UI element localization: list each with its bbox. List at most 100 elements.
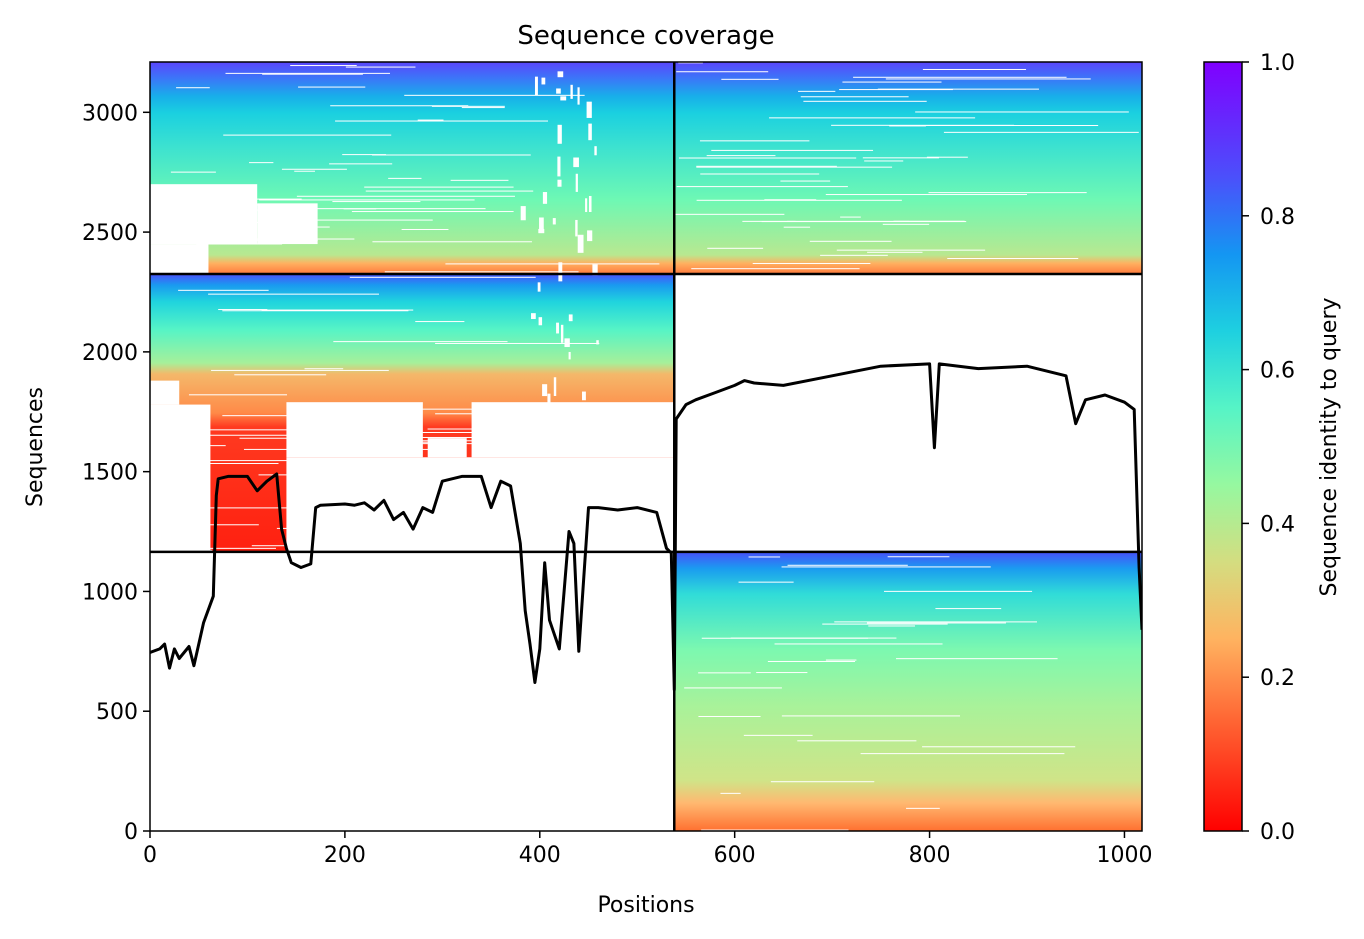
coverage-gap-streak: [701, 637, 869, 639]
coverage-gap-streak: [748, 556, 781, 558]
coverage-gap-streak: [384, 271, 579, 273]
coverage-gap-streak: [179, 239, 318, 241]
coverage-gap-streak: [306, 219, 433, 221]
coverage-gap-streak: [822, 623, 948, 625]
coverage-gap-streak: [218, 309, 268, 311]
coverage-gap-streak: [696, 165, 837, 167]
coverage-gap-streak: [570, 84, 573, 99]
coverage-gap-streak: [402, 436, 575, 438]
coverage-gap-streak: [767, 660, 856, 662]
coverage-gap-streak: [417, 119, 444, 121]
x-tick-label: 1000: [1096, 843, 1152, 868]
coverage-gap-streak: [864, 160, 904, 162]
y-tick-label: 0: [124, 820, 138, 845]
coverage-gap-streak: [798, 90, 836, 92]
coverage-gap-streak: [800, 96, 909, 98]
y-tick-label: 2000: [82, 341, 138, 366]
coverage-gap-streak: [542, 384, 548, 397]
coverage-gap-streak: [342, 154, 387, 156]
coverage-gap-streak: [222, 415, 368, 417]
coverage-gap-streak: [332, 201, 421, 203]
coverage-gap-streak: [885, 78, 1091, 80]
coverage-gap-streak: [721, 78, 779, 80]
coverage-gap-streak: [249, 162, 274, 164]
coverage-gap-streak: [678, 62, 703, 64]
coverage-gap-streak: [738, 581, 794, 583]
coverage-gap-streak: [296, 195, 515, 197]
coverage-gap-streak: [780, 180, 831, 182]
coverage-gap-streak: [390, 408, 481, 410]
coverage-gap-streak: [781, 566, 991, 568]
colorbar-axis: 0.0 0.2 0.4 0.6 0.8 1.0: [1242, 51, 1295, 845]
coverage-gap-streak: [386, 443, 563, 445]
coverage-gap-streak: [887, 556, 950, 558]
coverage-gap-streak: [860, 753, 1065, 755]
coverage-gap-streak: [711, 149, 874, 151]
coverage-gap-streak: [770, 781, 875, 783]
coverage-gap-streak: [825, 659, 857, 661]
coverage-gap-streak: [560, 96, 567, 101]
block-boundaries: [150, 62, 1142, 831]
coverage-gap-streak: [764, 199, 817, 201]
coverage-gap-streak: [834, 621, 1037, 623]
coverage-gap-streak: [190, 547, 276, 549]
coverage-gap-streak: [298, 86, 366, 88]
coverage-gap-streak: [575, 173, 578, 192]
y-axis: 0 500 1000 1500 2000 2500 3000: [82, 101, 150, 845]
coverage-gap-streak: [596, 340, 599, 345]
coverage-gap-streak: [557, 156, 561, 177]
coverage-gap-streak: [175, 266, 200, 268]
coverage-gap-streak: [427, 428, 592, 430]
coverage-gap-streak: [188, 221, 274, 223]
coverage-gap-streak: [351, 211, 514, 213]
coverage-gap-streak: [415, 321, 465, 323]
coverage-gap-streak: [333, 341, 508, 343]
coverage-gap-streak: [538, 317, 543, 326]
coverage-gap-streak: [587, 230, 593, 242]
coverage-gap-streak: [538, 228, 545, 234]
x-tick-label: 600: [714, 843, 756, 868]
coverage-gap-streak: [781, 715, 961, 717]
coverage-gap-streak: [349, 276, 536, 278]
coverage-gap-streak: [435, 342, 600, 344]
y-tick-label: 1000: [82, 580, 138, 605]
colorbar: [1203, 61, 1243, 832]
coverage-gap-streak: [401, 229, 449, 231]
coverage-gap-streak: [742, 220, 796, 222]
coverage-gap-streak: [196, 243, 283, 245]
coverage-gap-streak: [842, 81, 942, 83]
coverage-gap-streak: [556, 88, 561, 94]
coverage-gap-streak: [585, 198, 588, 213]
x-tick-label: 200: [324, 843, 366, 868]
y-axis-label: Sequences: [23, 387, 48, 507]
coverage-gap-streak: [684, 687, 782, 689]
coverage-gap-streak: [922, 746, 1076, 748]
coverage-gap-streak: [159, 462, 279, 464]
coverage-gap-streak: [889, 125, 926, 127]
colorbar-label: Sequence identity to query: [1317, 297, 1342, 596]
coverage-gaps: [150, 62, 1139, 831]
coverage-gap-streak: [372, 241, 532, 243]
coverage-gap-streak: [541, 77, 546, 85]
coverage-gap: [150, 184, 258, 245]
coverage-gap-streak: [198, 460, 373, 462]
coverage-gap-streak: [774, 643, 943, 645]
coverage-gap-streak: [404, 94, 585, 96]
coverage-gap-streak: [820, 254, 888, 256]
coverage-gap-streak: [330, 105, 469, 107]
coverage-gap-streak: [192, 507, 376, 509]
colorbar-tick-label: 0.0: [1260, 820, 1295, 845]
coverage-gap-streak: [831, 124, 1015, 126]
coverage-gap-streak: [364, 512, 526, 514]
coverage-gap-streak: [575, 219, 578, 237]
coverage-gap-streak: [706, 155, 776, 157]
coverage-gap-streak: [520, 206, 526, 221]
coverage-gap-streak: [700, 173, 820, 175]
coverage-gap-streak: [236, 238, 355, 240]
coverage-gap-streak: [222, 310, 409, 312]
coverage-gap-streak: [177, 445, 226, 447]
coverage-gap-streak: [866, 622, 1006, 624]
coverage-gap-streak: [698, 715, 761, 717]
coverage-gap-streak: [445, 263, 660, 265]
coverage-gap-streak: [868, 625, 915, 627]
